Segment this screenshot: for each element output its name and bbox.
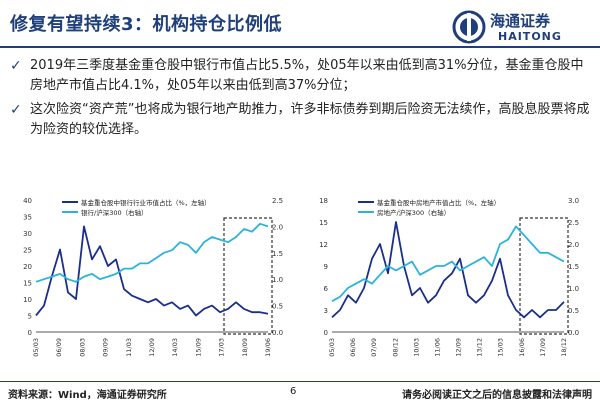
highlight-box <box>519 217 569 335</box>
title-divider <box>0 46 600 48</box>
series-line-2 <box>331 225 565 302</box>
y-left-tick-label: 3 <box>324 307 328 315</box>
y-left-tick-label: 6 <box>324 285 329 293</box>
y-left-tick-label: 9 <box>324 263 328 271</box>
x-tick-label: 07/09 <box>370 338 378 357</box>
series-line-1 <box>35 225 269 317</box>
logo-chinese: 海通证券 <box>490 12 551 30</box>
y-right-tick-label: 0.0 <box>568 329 579 337</box>
x-tick-label: 16/06 <box>518 338 526 357</box>
legend-label: 基金重仓股中银行行业市值占比（%，左轴） <box>81 198 211 207</box>
x-tick-label: 08/03 <box>78 338 86 357</box>
x-tick-label: 12/09 <box>455 338 463 357</box>
y-right-tick-label: 1.5 <box>272 250 283 258</box>
y-left-tick-label: 12 <box>319 241 328 249</box>
haitong-logo: 海通证券 HAITONG <box>452 8 592 48</box>
x-tick-label: 18/09 <box>241 338 249 357</box>
x-tick-label: 17/09 <box>539 338 547 357</box>
y-right-tick-label: 1.5 <box>568 263 579 271</box>
y-right-tick-label: 1.0 <box>272 276 283 284</box>
y-left-tick-label: 0 <box>324 329 328 337</box>
y-left-tick-label: 20 <box>23 263 32 271</box>
x-tick-label: 14/03 <box>171 338 179 357</box>
x-tick-label: 12/09 <box>148 338 156 357</box>
x-tick-label: 06/09 <box>55 338 63 357</box>
bullet-item: ✓ 这次险资“资产荒”也将成为银行地产助推力，许多非标债券到期后险资无法续作，高… <box>8 100 594 140</box>
x-tick-label: 15/09 <box>194 338 202 357</box>
x-tick-label: 18/12 <box>560 338 568 357</box>
y-left-tick-label: 15 <box>319 219 328 227</box>
y-left-tick-label: 25 <box>23 247 32 255</box>
x-tick-label: 08/12 <box>391 338 399 357</box>
checkmark-icon: ✓ <box>10 102 22 118</box>
y-right-tick-label: 2.5 <box>272 197 283 205</box>
y-left-tick-label: 10 <box>23 296 32 304</box>
highlight-box <box>223 217 273 335</box>
haitong-emblem-icon <box>452 10 486 44</box>
x-tick-label: 10/03 <box>412 338 420 357</box>
y-left-tick-label: 15 <box>23 280 32 288</box>
y-right-tick-label: 2.0 <box>272 223 283 231</box>
bank-share-chart: 0 5 10 15 20 25 30 35 40 0.0 0.5 1.0 1.5 2.0 2.5 05/03 0… <box>23 197 283 357</box>
bullet-text: 这次险资“资产荒”也将成为银行地产助推力，许多非标债券到期后险资无法续作，高股息… <box>30 102 590 137</box>
y-right-tick-label: 2.5 <box>568 219 579 227</box>
y-right-tick-label: 2.0 <box>568 241 579 249</box>
checkmark-icon: ✓ <box>10 58 22 74</box>
y-right-tick-label: 0.5 <box>568 307 579 315</box>
footer-source: 资料来源：Wind，海通证券研究所 <box>8 390 167 401</box>
y-right-tick-label: 1.0 <box>568 285 579 293</box>
y-right-tick-label: 0.5 <box>272 303 283 311</box>
x-tick-label: 13/12 <box>476 338 484 357</box>
y-left-tick-label: 0 <box>28 329 32 337</box>
x-tick-label: 15/03 <box>497 338 505 357</box>
y-right-tick-label: 3.0 <box>568 197 579 205</box>
x-tick-label: 05/03 <box>32 338 40 357</box>
footer-disclaimer: 请务必阅读正文之后的信息披露和法律声明 <box>402 390 592 401</box>
x-tick-label: 17/03 <box>218 338 226 357</box>
slide-title: 修复有望持续3：机构持仓比例低 <box>10 14 283 35</box>
bullet-list: ✓ 2019年三季度基金重仓股中银行市值占比5.5%，处05年以来由低到高31%… <box>8 56 594 144</box>
series-line-2 <box>35 222 269 283</box>
y-left-tick-label: 5 <box>28 313 32 321</box>
y-left-tick-label: 35 <box>23 214 32 222</box>
x-tick-label: 06/06 <box>349 338 357 357</box>
y-left-tick-label: 40 <box>23 197 32 205</box>
y-left-tick-label: 18 <box>319 197 328 205</box>
legend-label: 银行/沪深300（右轴） <box>81 208 148 217</box>
logo-english: HAITONG <box>498 30 562 43</box>
footer-divider <box>0 381 600 382</box>
bullet-item: ✓ 2019年三季度基金重仓股中银行市值占比5.5%，处05年以来由低到高31%… <box>8 56 594 96</box>
property-share-chart: 0 3 6 9 12 15 18 0.0 0.5 1.0 1.5 2.0 2.5 3.0 05/03 06/0… <box>319 197 579 357</box>
series-line-1 <box>331 221 565 319</box>
y-right-tick-label: 0.0 <box>272 329 283 337</box>
legend-label: 基金重仓股中房地产市值占比（%，左轴） <box>377 198 500 207</box>
y-left-tick-label: 30 <box>23 230 32 238</box>
bullet-text: 2019年三季度基金重仓股中银行市值占比5.5%，处05年以来由低到高31%分位… <box>30 58 584 93</box>
x-tick-label: 09/09 <box>102 338 110 357</box>
page-number: 6 <box>290 386 297 397</box>
x-tick-label: 05/03 <box>328 338 336 357</box>
x-tick-label: 19/06 <box>264 338 272 357</box>
x-tick-label: 11/03 <box>125 338 133 357</box>
legend-label: 房地产/沪深300（右轴） <box>377 208 450 217</box>
x-tick-label: 11/06 <box>433 338 441 357</box>
